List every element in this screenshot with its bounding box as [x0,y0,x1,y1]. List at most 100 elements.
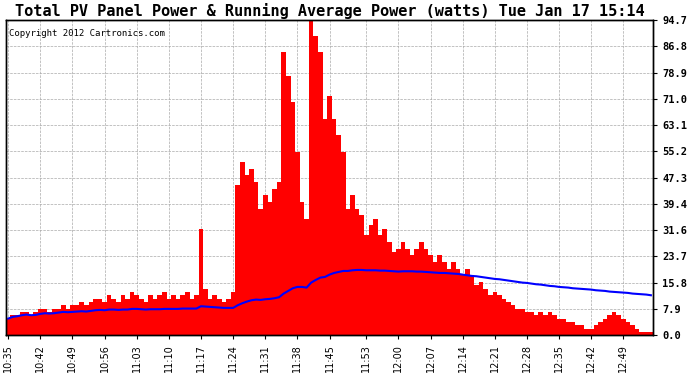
Bar [254,182,258,335]
Bar [171,295,176,335]
Bar [341,152,346,335]
Bar [359,215,364,335]
Bar [428,255,433,335]
Bar [309,19,313,335]
Bar [589,328,593,335]
Bar [213,295,217,335]
Bar [602,318,607,335]
Bar [387,242,391,335]
Bar [249,169,254,335]
Bar [263,195,268,335]
Bar [511,305,515,335]
Bar [593,325,598,335]
Bar [313,36,318,335]
Bar [557,318,562,335]
Bar [433,262,437,335]
Bar [424,249,428,335]
Bar [562,318,566,335]
Bar [272,189,277,335]
Bar [515,309,520,335]
Bar [208,298,213,335]
Bar [295,152,299,335]
Bar [38,309,43,335]
Bar [217,298,221,335]
Bar [552,315,557,335]
Bar [520,309,524,335]
Bar [506,302,511,335]
Bar [470,275,474,335]
Bar [19,312,24,335]
Bar [152,298,157,335]
Bar [419,242,424,335]
Bar [337,135,341,335]
Bar [107,295,112,335]
Bar [70,305,75,335]
Bar [61,305,66,335]
Bar [479,282,483,335]
Bar [534,315,538,335]
Bar [43,309,47,335]
Bar [204,289,208,335]
Bar [116,302,121,335]
Bar [190,298,194,335]
Bar [437,255,442,335]
Bar [258,209,263,335]
Bar [355,209,359,335]
Bar [538,312,543,335]
Bar [235,185,240,335]
Bar [616,315,621,335]
Bar [346,209,351,335]
Bar [465,268,470,335]
Bar [176,298,180,335]
Bar [148,295,152,335]
Bar [451,262,456,335]
Bar [635,328,640,335]
Bar [157,295,162,335]
Bar [502,298,506,335]
Bar [483,289,488,335]
Bar [144,302,148,335]
Bar [290,102,295,335]
Bar [364,236,368,335]
Bar [282,52,286,335]
Bar [57,309,61,335]
Bar [29,315,33,335]
Bar [112,298,116,335]
Bar [126,298,130,335]
Bar [304,219,309,335]
Bar [382,229,387,335]
Bar [446,268,451,335]
Bar [580,325,584,335]
Bar [391,252,396,335]
Bar [47,312,52,335]
Bar [575,325,580,335]
Bar [10,315,15,335]
Bar [323,119,327,335]
Bar [121,295,126,335]
Bar [351,195,355,335]
Bar [135,295,139,335]
Bar [221,302,226,335]
Bar [649,332,653,335]
Bar [240,162,245,335]
Bar [162,292,166,335]
Bar [493,292,497,335]
Title: Total PV Panel Power & Running Average Power (watts) Tue Jan 17 15:14: Total PV Panel Power & Running Average P… [14,3,644,19]
Bar [185,292,190,335]
Bar [79,302,84,335]
Bar [268,202,272,335]
Bar [621,318,626,335]
Bar [566,322,571,335]
Bar [644,332,649,335]
Bar [6,318,10,335]
Bar [630,325,635,335]
Bar [327,96,332,335]
Bar [139,298,144,335]
Bar [130,292,135,335]
Bar [607,315,612,335]
Bar [415,249,419,335]
Bar [368,225,373,335]
Bar [231,292,235,335]
Bar [84,305,88,335]
Bar [226,298,231,335]
